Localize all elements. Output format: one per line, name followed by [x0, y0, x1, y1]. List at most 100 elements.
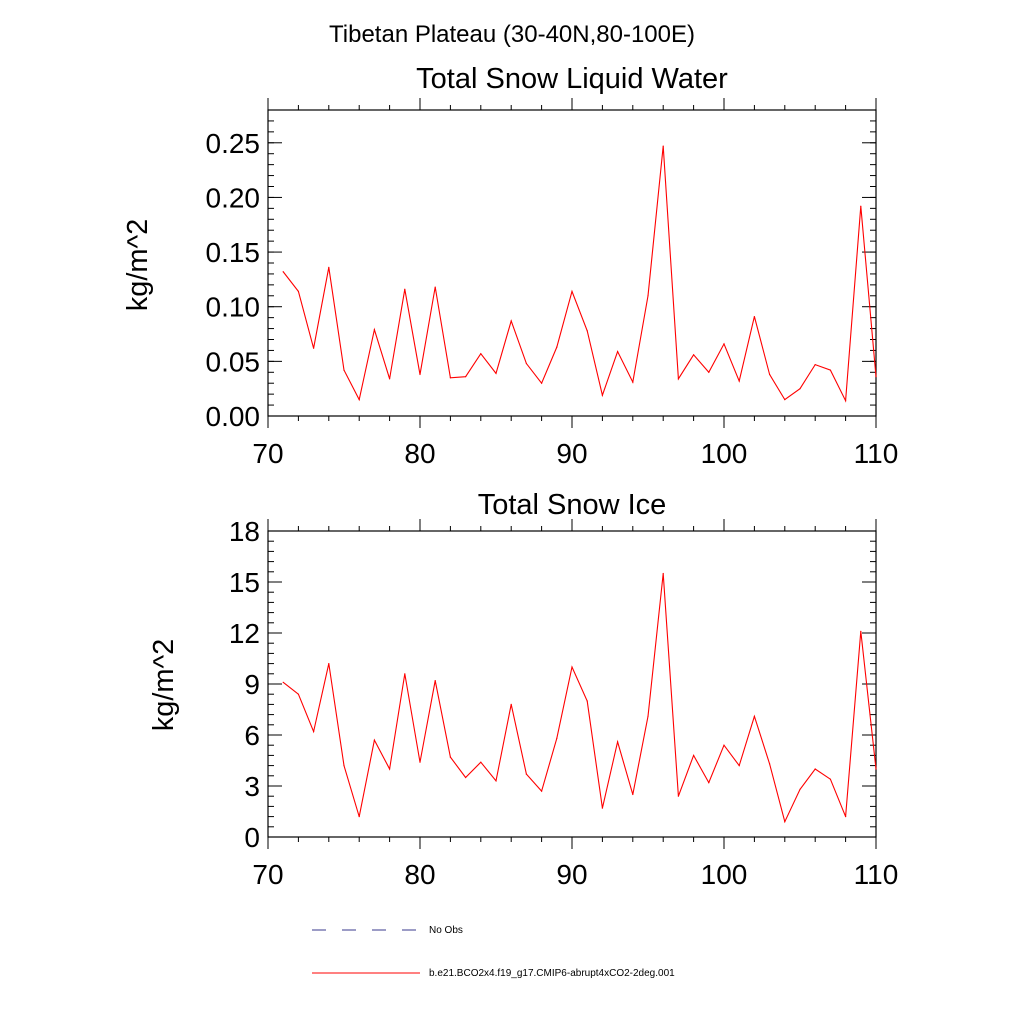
data-point	[419, 761, 421, 763]
data-point	[693, 754, 695, 757]
data-point	[480, 761, 482, 763]
x-tick-label: 80	[404, 859, 435, 890]
data-point	[510, 320, 512, 322]
y-tick-label: 0.05	[206, 346, 261, 377]
data-point	[389, 378, 391, 380]
y-tick-label: 0.00	[206, 401, 261, 432]
data-point	[753, 315, 756, 318]
y-tick-label: 0.20	[206, 182, 261, 213]
y-tick-label: 15	[229, 567, 260, 598]
data-point	[282, 681, 284, 683]
data-point	[738, 765, 740, 767]
data-point	[510, 703, 512, 706]
y-axis-label: kg/m^2	[148, 639, 180, 732]
y-tick-label: 3	[244, 771, 260, 802]
series-line	[282, 573, 877, 824]
data-point	[662, 145, 664, 147]
data-point	[313, 731, 315, 733]
legend: No Obs b.e21.BCO2x4.f19_g17.CMIP6-abrupt…	[312, 925, 675, 979]
data-point	[586, 330, 588, 332]
x-tick-label: 110	[854, 438, 899, 469]
tick-labels: 70 80 90 100 110 0 3 6 9 12 15 18	[229, 516, 898, 890]
data-point	[693, 354, 695, 356]
chart-title: Total Snow Liquid Water	[416, 63, 728, 95]
data-point	[525, 362, 528, 365]
x-tick-label: 70	[252, 859, 283, 890]
x-tick-label: 100	[701, 859, 748, 890]
data-point	[556, 737, 558, 740]
data-point	[358, 816, 360, 818]
data-point	[480, 353, 482, 355]
chart-panel-snow-ice: Total Snow Ice kg/m^2 70 80 90 100 110 0 3 6 9 12…	[148, 489, 898, 890]
data-point	[708, 782, 710, 784]
data-point	[297, 290, 299, 293]
axis-ticks	[267, 519, 877, 849]
x-tick-label: 80	[404, 438, 435, 469]
data-point	[723, 744, 725, 746]
data-point	[708, 371, 710, 373]
data-point	[632, 381, 634, 383]
data-point	[571, 666, 573, 668]
tick-labels: 70 80 90 100 110 0.00 0.05 0.10 0.15 0.20 0.25	[206, 128, 899, 469]
data-point	[677, 795, 680, 797]
data-point	[814, 768, 816, 770]
data-point	[434, 286, 436, 288]
data-point	[404, 288, 406, 290]
x-tick-label: 90	[556, 438, 587, 469]
data-point	[769, 763, 771, 765]
y-axis-label: kg/m^2	[122, 219, 154, 312]
data-point	[541, 790, 543, 792]
data-point	[647, 295, 649, 297]
data-point	[677, 378, 680, 380]
data-point	[541, 382, 543, 384]
data-point	[449, 377, 451, 379]
data-point	[282, 271, 284, 273]
figure-main-title: Tibetan Plateau (30-40N,80-100E)	[329, 21, 695, 48]
y-tick-label: 6	[244, 720, 260, 751]
data-point	[525, 773, 528, 775]
data-point	[449, 756, 451, 758]
data-point	[495, 372, 497, 374]
data-point	[556, 346, 558, 348]
y-tick-label: 18	[229, 516, 260, 547]
data-point	[845, 400, 847, 402]
x-tick-label: 100	[701, 438, 748, 469]
data-point	[343, 369, 345, 371]
data-point	[845, 816, 847, 818]
data-point	[328, 266, 330, 268]
data-point	[373, 739, 375, 741]
y-tick-label: 9	[244, 669, 260, 700]
data-point	[647, 715, 649, 717]
data-point	[784, 821, 786, 823]
data-point	[784, 399, 786, 401]
data-point	[313, 347, 315, 349]
data-point	[632, 793, 634, 796]
y-tick-label: 0	[244, 822, 260, 853]
data-point	[328, 663, 330, 665]
data-point	[586, 700, 588, 702]
data-point	[373, 329, 375, 331]
data-point	[799, 388, 801, 390]
chart-title: Total Snow Ice	[478, 489, 667, 521]
data-point	[829, 369, 832, 371]
data-point	[769, 373, 771, 376]
x-tick-label: 70	[252, 438, 283, 469]
data-point	[875, 768, 877, 770]
data-point	[297, 693, 299, 695]
data-point	[829, 778, 832, 780]
data-point	[662, 572, 664, 575]
y-tick-label: 0.15	[206, 237, 261, 268]
data-point	[617, 350, 619, 353]
data-point	[465, 376, 467, 378]
axis-ticks	[267, 98, 877, 428]
data-point	[860, 205, 862, 207]
series-group	[282, 145, 877, 403]
data-point	[601, 394, 604, 396]
x-tick-label: 90	[556, 859, 587, 890]
data-point	[814, 364, 816, 366]
data-point	[860, 630, 862, 632]
data-point	[389, 768, 391, 770]
data-point	[465, 776, 467, 779]
